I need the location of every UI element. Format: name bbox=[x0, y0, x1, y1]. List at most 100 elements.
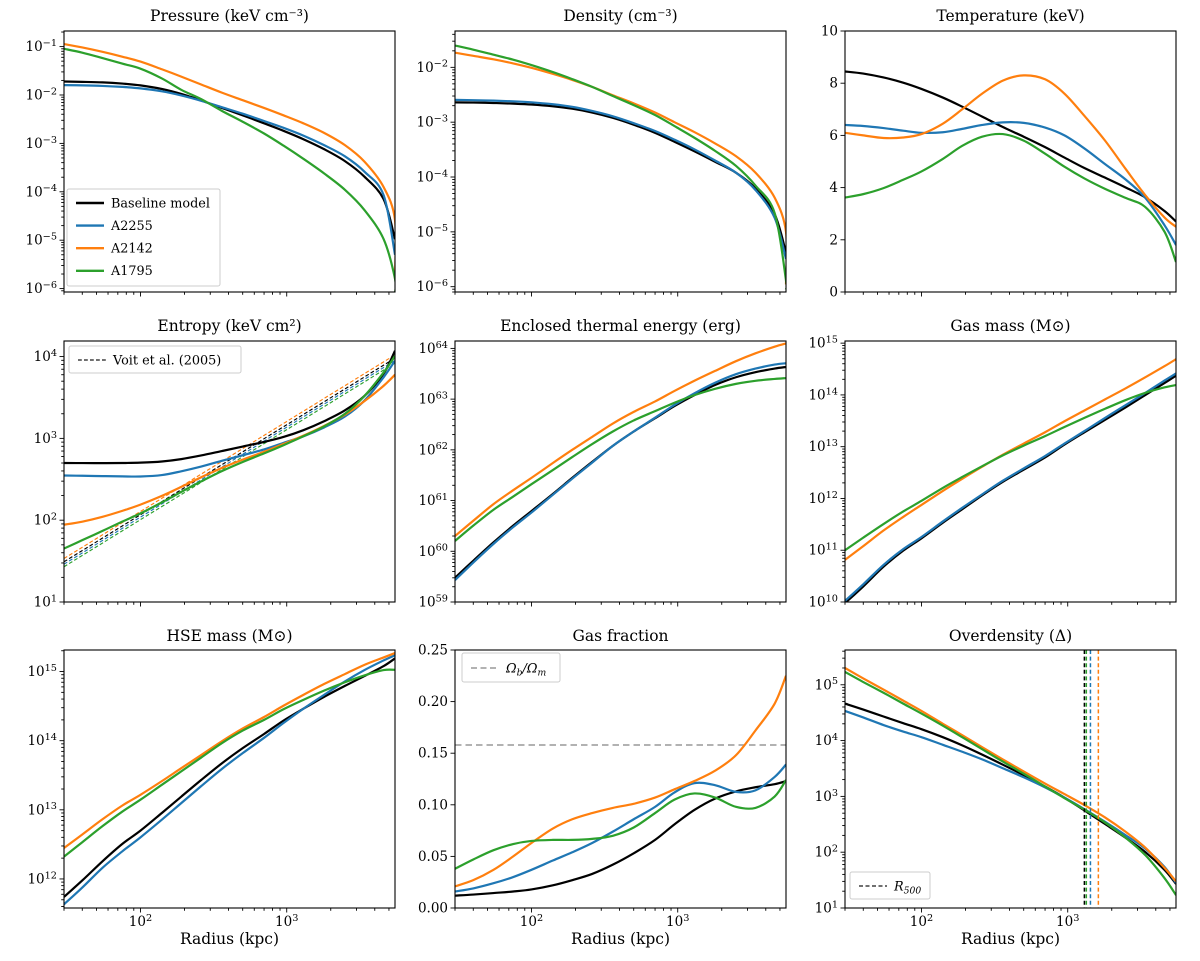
y-tick-label: 1062 bbox=[418, 441, 448, 458]
series-a2142 bbox=[845, 667, 1176, 883]
y-tick-label: 10−2 bbox=[25, 86, 57, 103]
y-tick-label: 105 bbox=[815, 676, 838, 693]
y-tick-label: 1014 bbox=[808, 386, 838, 403]
series-a1795 bbox=[845, 132, 1176, 263]
axes-frame bbox=[63, 340, 396, 603]
legend-label: Baseline model bbox=[111, 196, 210, 211]
legend-label: R500 bbox=[893, 879, 921, 896]
axes-frame bbox=[63, 649, 396, 909]
gas-fraction-chart: 102 103 0.00 0.05 0.10 0.15 0.20 0.25 Ωb/Ωm bbox=[418, 643, 787, 930]
series-a2255 bbox=[455, 362, 786, 581]
x-tick-label: 102 bbox=[910, 913, 933, 930]
series-a1795 bbox=[64, 668, 395, 858]
ticks bbox=[450, 347, 781, 607]
panel-thermal-energy: Enclosed thermal energy (erg) 1064 1063 10… bbox=[400, 310, 800, 620]
y-tick-label: 1064 bbox=[418, 340, 448, 357]
series-a2255 bbox=[455, 98, 786, 260]
series-a2142 bbox=[64, 42, 395, 279]
axes-frame bbox=[454, 30, 787, 293]
ticks bbox=[59, 31, 390, 297]
series-baseline-model bbox=[845, 702, 1176, 885]
y-tick-label: 1011 bbox=[808, 542, 838, 559]
y-tick-label: 10−5 bbox=[25, 232, 57, 249]
ticks bbox=[59, 650, 390, 913]
y-tick-label: 1015 bbox=[27, 663, 57, 680]
y-tick-label: 102 bbox=[815, 844, 838, 861]
y-tick-label: 0.25 bbox=[418, 643, 448, 659]
series-a2142 bbox=[455, 342, 786, 537]
y-tick-label: 2 bbox=[829, 232, 838, 248]
panel-hse-mass: HSE mass (M⊙) 102 103 1015 1014 1013 1012 Rad… bbox=[0, 620, 400, 961]
y-tick-label: 10−6 bbox=[25, 280, 57, 297]
y-tick-label: 10−3 bbox=[25, 135, 57, 152]
series-baseline-model bbox=[455, 779, 786, 897]
y-tick-label: 101 bbox=[34, 593, 57, 610]
y-tick-label: 1012 bbox=[27, 870, 57, 887]
y-tick-label: 10−3 bbox=[416, 114, 448, 131]
series-baseline-model bbox=[455, 101, 786, 253]
y-tick-label: 0.10 bbox=[418, 797, 448, 813]
y-tick-label: 10−6 bbox=[416, 278, 448, 295]
y-tick-label: 1010 bbox=[808, 593, 838, 610]
legend-label: A2142 bbox=[110, 242, 153, 257]
y-tick-label: 1012 bbox=[808, 490, 838, 507]
y-tick-label: 10−2 bbox=[416, 59, 448, 76]
x-tick-label: 102 bbox=[520, 913, 543, 930]
temperature-chart: 0 2 4 6 8 10 bbox=[821, 24, 1177, 301]
series-a2142 bbox=[64, 652, 395, 849]
series-a1795 bbox=[64, 355, 395, 550]
axes-frame bbox=[844, 340, 1177, 603]
series-baseline-model bbox=[455, 365, 786, 579]
legend-label: A2255 bbox=[110, 219, 153, 234]
y-tick-label: 8 bbox=[829, 76, 838, 92]
legend-r500: R500 bbox=[849, 871, 931, 900]
series-a2255 bbox=[64, 654, 395, 906]
y-tick-label: 1014 bbox=[27, 732, 57, 749]
y-tick-label: 1013 bbox=[808, 438, 838, 455]
panel-gas-fraction: Gas fraction 102 103 0.00 0.05 0.10 0.15 0.20 0… bbox=[400, 620, 800, 961]
axes-frame bbox=[844, 30, 1177, 293]
pressure-chart: 10−1 10−2 10−3 10−4 10−5 10−6 Baseline model A2… bbox=[25, 30, 396, 297]
series-a1795 bbox=[455, 44, 786, 291]
series-a1795 bbox=[455, 779, 786, 870]
y-tick-label: 1059 bbox=[418, 593, 448, 610]
y-tick-label: 6 bbox=[829, 128, 838, 144]
ticks bbox=[450, 33, 781, 297]
y-tick-label: 1061 bbox=[418, 492, 448, 509]
panel-title-gas-mass: Gas mass (M⊙) bbox=[950, 317, 1071, 335]
y-tick-label: 10−5 bbox=[416, 223, 448, 240]
panel-pressure: Pressure (keV cm⁻³) 10−1 10−2 10−3 10−4 10−5… bbox=[0, 0, 400, 310]
series-voit-et-al-2005-a2142 bbox=[64, 354, 395, 560]
y-tick-label: 0.20 bbox=[418, 694, 448, 710]
gas-mass-chart: 1015 1014 1013 1012 1011 1010 bbox=[808, 335, 1177, 611]
hse-mass-chart: 102 103 1015 1014 1013 1012 bbox=[27, 649, 396, 930]
panel-density: Density (cm⁻³) 10−2 10−3 10−4 10−5 10−6 bbox=[400, 0, 800, 310]
ticks bbox=[840, 650, 1171, 913]
y-tick-label: 10−4 bbox=[416, 168, 448, 185]
panel-title-thermal-energy: Enclosed thermal energy (erg) bbox=[500, 317, 741, 335]
entropy-chart: 104 103 102 101 Voit et al. (2005) bbox=[34, 340, 396, 611]
series-a1795 bbox=[64, 47, 395, 292]
series-voit-et-al-2005-baseline bbox=[64, 357, 395, 563]
series-baseline-model bbox=[845, 374, 1176, 602]
y-tick-label: 1060 bbox=[418, 543, 448, 560]
y-tick-label: 0.15 bbox=[418, 746, 448, 762]
axes-frame bbox=[454, 340, 787, 603]
ticks bbox=[59, 356, 390, 607]
y-tick-label: 103 bbox=[815, 788, 838, 805]
x-tick-label: 103 bbox=[1056, 913, 1079, 930]
ticks bbox=[840, 342, 1171, 607]
series-baseline-model bbox=[845, 70, 1176, 223]
series-a1795 bbox=[455, 376, 786, 542]
panel-overdensity: Overdensity (Δ) 102 103 105 104 103 102 101 R50… bbox=[800, 620, 1200, 961]
y-tick-label: 10−1 bbox=[25, 38, 57, 55]
y-tick-label: 10−4 bbox=[25, 183, 57, 200]
panel-title-entropy: Entropy (keV cm²) bbox=[157, 317, 302, 335]
series-a2142 bbox=[455, 675, 786, 888]
x-tick-label: 103 bbox=[275, 913, 298, 930]
x-tick-label: 103 bbox=[666, 913, 689, 930]
series-a2142 bbox=[455, 51, 786, 285]
y-tick-label: 1015 bbox=[808, 335, 838, 352]
series-a2255 bbox=[845, 121, 1176, 246]
